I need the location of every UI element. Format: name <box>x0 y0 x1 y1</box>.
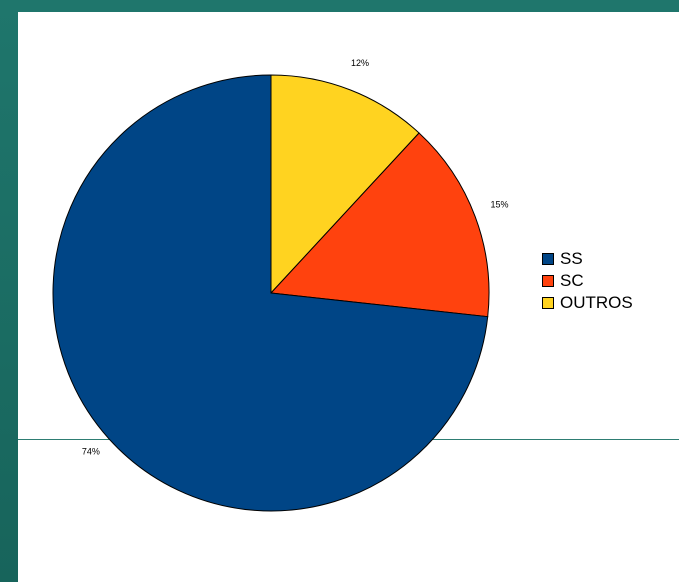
chart-legend: SS SC OUTROS <box>542 248 633 314</box>
legend-label-ss: SS <box>560 249 583 268</box>
legend-swatch-outros <box>542 297 554 309</box>
pie-label-outros: 12% <box>351 58 369 68</box>
pie-labels: 12% 15% 74% <box>82 58 509 457</box>
legend-swatch-ss <box>542 253 554 265</box>
legend-item-ss: SS <box>542 248 633 270</box>
pie-slices <box>52 74 490 512</box>
legend-item-sc: SC <box>542 270 633 292</box>
legend-swatch-sc <box>542 275 554 287</box>
legend-item-outros: OUTROS <box>542 292 633 314</box>
pie-slice-ss <box>52 74 489 512</box>
legend-label-sc: SC <box>560 271 584 290</box>
pie-label-ss: 74% <box>82 447 100 457</box>
pie-slice-outros <box>270 74 420 295</box>
legend-label-outros: OUTROS <box>560 293 633 312</box>
pie-label-sc: 15% <box>491 200 509 210</box>
pie-slice-sc <box>269 132 490 318</box>
